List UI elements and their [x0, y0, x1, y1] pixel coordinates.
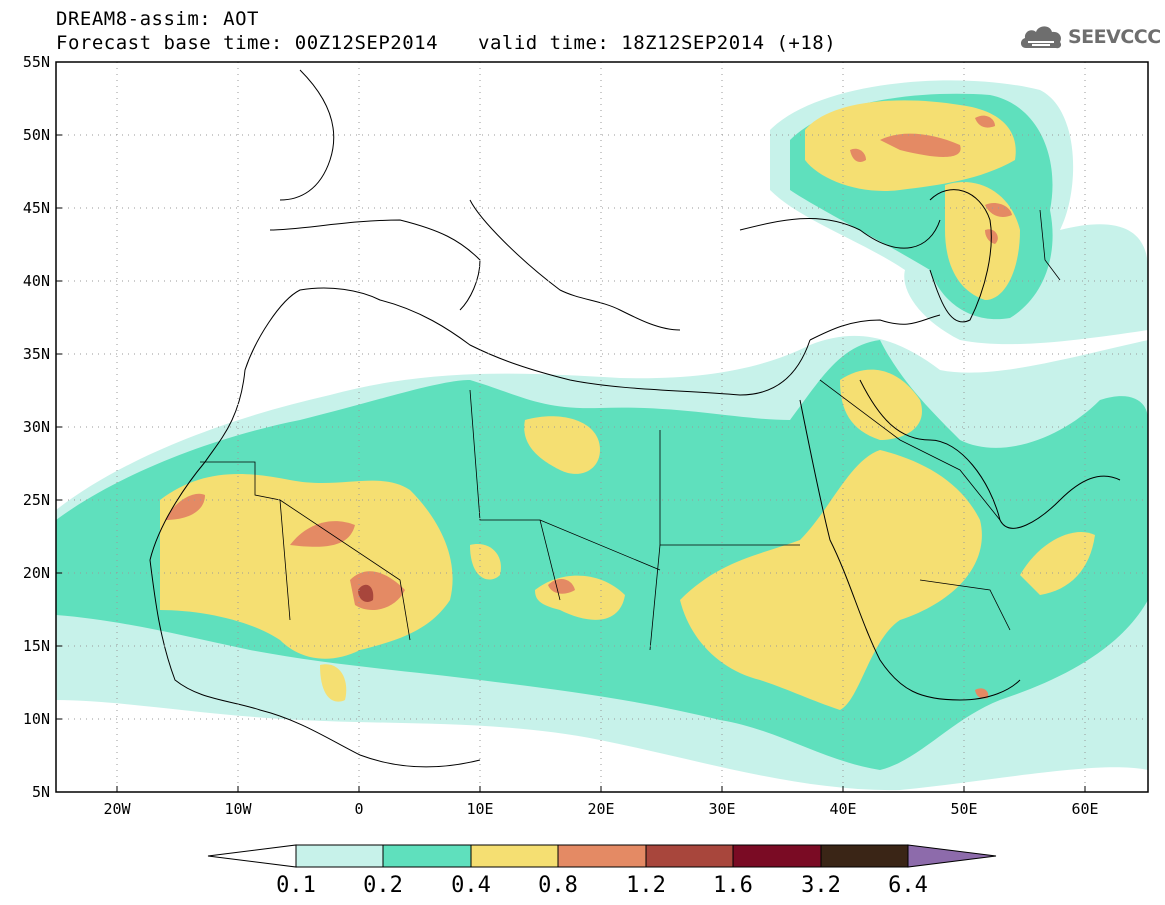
seevccc-logo: SEEVCCC: [1018, 20, 1161, 54]
lat-label-45n: 45N: [23, 199, 50, 217]
colorbar-label-1.6: 1.6: [713, 873, 753, 898]
lat-label-35n: 35N: [23, 345, 50, 363]
graticule: [56, 62, 1148, 792]
lon-label-50e: 50E: [950, 800, 977, 818]
lat-label-50n: 50N: [23, 126, 50, 144]
lat-label-40n: 40N: [23, 272, 50, 290]
colorbar-right-arrow: [907, 844, 997, 868]
colorbar-swatch-6: [732, 844, 822, 868]
lon-label-10w: 10W: [224, 800, 252, 818]
lon-label-40e: 40E: [829, 800, 856, 818]
colorbar-label-0.8: 0.8: [538, 873, 578, 898]
forecast-base-time: Forecast base time: 00Z12SEP2014: [56, 32, 439, 54]
lat-label-15n: 15N: [23, 637, 50, 655]
logo-text: SEEVCCC: [1068, 26, 1161, 48]
aot-band-0.4: [160, 100, 1095, 710]
colorbar: [207, 844, 997, 868]
colorbar-swatch-1: [295, 844, 384, 868]
lon-label-20w: 20W: [103, 800, 131, 818]
colorbar-label-1.2: 1.2: [626, 873, 666, 898]
map-title: DREAM8-assim: AOT: [56, 8, 259, 30]
axis-ticks: [56, 61, 1086, 793]
colorbar-label-3.2: 3.2: [801, 873, 841, 898]
colorbar-label-6.4: 6.4: [888, 873, 928, 898]
valid-time: valid time: 18Z12SEP2014 (+18): [478, 32, 837, 54]
lat-label-55n: 55N: [23, 53, 50, 71]
lat-label-20n: 20N: [23, 564, 50, 582]
lon-label-60e: 60E: [1071, 800, 1098, 818]
coastlines: [149, 69, 1121, 768]
colorbar-left-arrow: [207, 844, 297, 868]
lat-label-30n: 30N: [23, 418, 50, 436]
lon-label-0: 0: [354, 800, 363, 818]
lat-label-25n: 25N: [23, 491, 50, 509]
aot-band-1.2: [358, 584, 374, 602]
lat-label-5n: 5N: [32, 783, 50, 801]
colorbar-swatch-5: [645, 844, 734, 868]
country-borders: [200, 209, 1061, 651]
lon-label-30e: 30E: [708, 800, 735, 818]
lat-label-10n: 10N: [23, 710, 50, 728]
lon-label-10e: 10E: [466, 800, 493, 818]
colorbar-label-0.4: 0.4: [451, 873, 491, 898]
cloud-icon: [1020, 26, 1062, 49]
aot-field: [56, 80, 1148, 791]
colorbar-swatch-3: [470, 844, 559, 868]
colorbar-swatch-7: [820, 844, 909, 868]
colorbar-swatch-2: [382, 844, 472, 868]
lon-label-20e: 20E: [587, 800, 614, 818]
colorbar-swatch-4: [557, 844, 647, 868]
colorbar-label-0.1: 0.1: [276, 873, 316, 898]
colorbar-label-0.2: 0.2: [363, 873, 403, 898]
